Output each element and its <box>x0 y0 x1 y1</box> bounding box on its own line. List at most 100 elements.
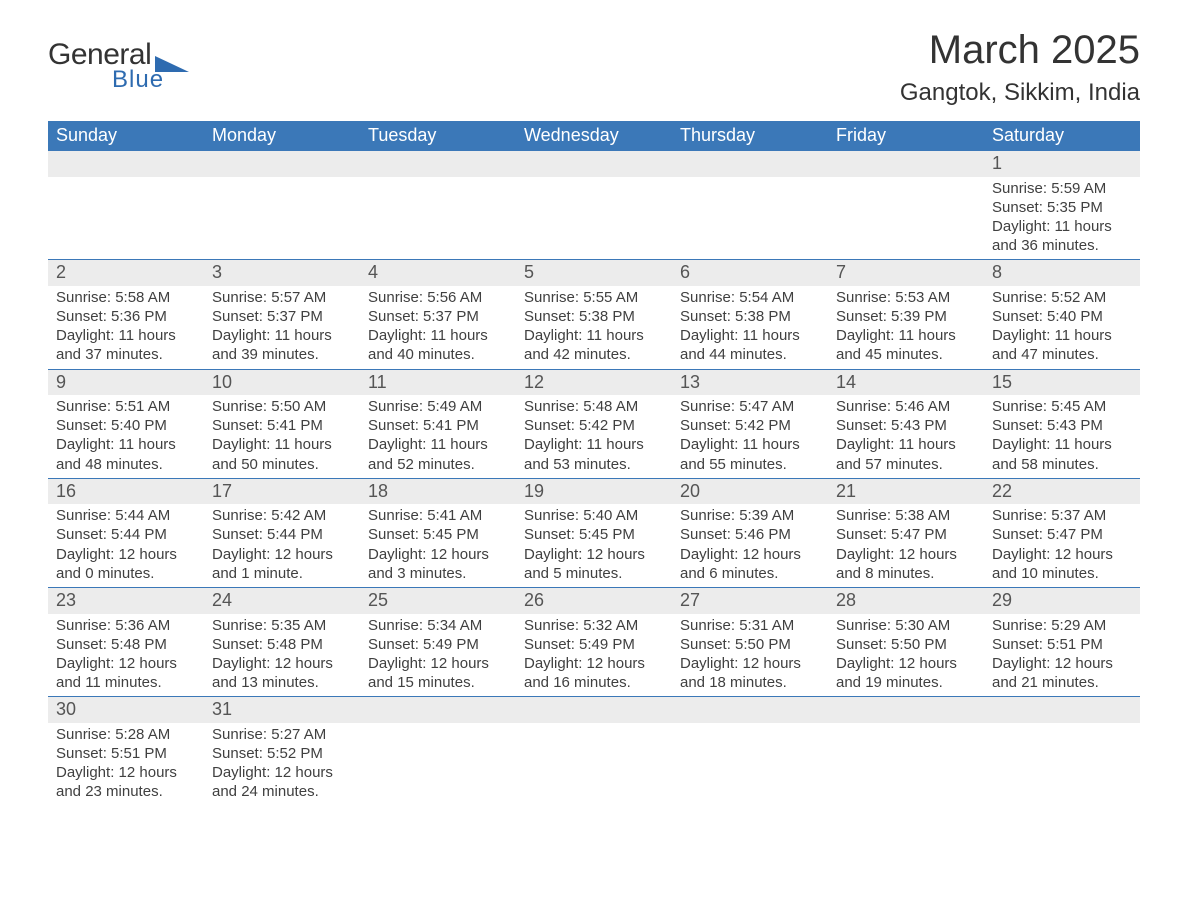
day-number-cell: 15 <box>984 369 1140 395</box>
daylight-line1: Daylight: 11 hours <box>992 217 1132 236</box>
title-block: March 2025 Gangtok, Sikkim, India <box>900 28 1140 107</box>
day-header: Saturday <box>984 121 1140 151</box>
header: General Blue March 2025 Gangtok, Sikkim,… <box>48 28 1140 107</box>
daylight-line1: Daylight: 11 hours <box>56 326 196 345</box>
day-number-cell <box>48 151 204 177</box>
daylight-line1: Daylight: 12 hours <box>212 763 352 782</box>
daylight-line1: Daylight: 12 hours <box>524 654 664 673</box>
day-number-cell: 30 <box>48 697 204 723</box>
daylight-line1: Daylight: 11 hours <box>368 326 508 345</box>
day-content-cell: Sunrise: 5:49 AMSunset: 5:41 PMDaylight:… <box>360 395 516 478</box>
day-number-cell: 29 <box>984 588 1140 614</box>
day-content-cell <box>828 177 984 260</box>
sunrise-text: Sunrise: 5:38 AM <box>836 506 976 525</box>
daylight-line1: Daylight: 12 hours <box>212 654 352 673</box>
sunset-text: Sunset: 5:51 PM <box>56 744 196 763</box>
day-number-cell <box>672 697 828 723</box>
sunrise-text: Sunrise: 5:42 AM <box>212 506 352 525</box>
day-header: Sunday <box>48 121 204 151</box>
day-number-cell: 8 <box>984 260 1140 286</box>
sunrise-text: Sunrise: 5:44 AM <box>56 506 196 525</box>
day-number-cell: 18 <box>360 478 516 504</box>
day-number-cell: 31 <box>204 697 360 723</box>
day-content-cell: Sunrise: 5:47 AMSunset: 5:42 PMDaylight:… <box>672 395 828 478</box>
daylight-line1: Daylight: 12 hours <box>680 545 820 564</box>
content-row: Sunrise: 5:58 AMSunset: 5:36 PMDaylight:… <box>48 286 1140 369</box>
day-number-cell: 20 <box>672 478 828 504</box>
sunrise-text: Sunrise: 5:37 AM <box>992 506 1132 525</box>
daylight-line2: and 19 minutes. <box>836 673 976 692</box>
sunset-text: Sunset: 5:36 PM <box>56 307 196 326</box>
daylight-line2: and 52 minutes. <box>368 455 508 474</box>
day-number-cell: 11 <box>360 369 516 395</box>
daylight-line2: and 48 minutes. <box>56 455 196 474</box>
daylight-line1: Daylight: 11 hours <box>524 326 664 345</box>
day-content-cell: Sunrise: 5:50 AMSunset: 5:41 PMDaylight:… <box>204 395 360 478</box>
day-number-cell: 2 <box>48 260 204 286</box>
sunset-text: Sunset: 5:50 PM <box>680 635 820 654</box>
day-content-cell: Sunrise: 5:38 AMSunset: 5:47 PMDaylight:… <box>828 504 984 587</box>
daylight-line1: Daylight: 11 hours <box>524 435 664 454</box>
day-content-cell: Sunrise: 5:58 AMSunset: 5:36 PMDaylight:… <box>48 286 204 369</box>
daylight-line1: Daylight: 12 hours <box>836 654 976 673</box>
calendar-table: Sunday Monday Tuesday Wednesday Thursday… <box>48 121 1140 806</box>
daynum-row: 23242526272829 <box>48 588 1140 614</box>
daylight-line2: and 5 minutes. <box>524 564 664 583</box>
day-content-cell: Sunrise: 5:46 AMSunset: 5:43 PMDaylight:… <box>828 395 984 478</box>
day-number-cell <box>516 151 672 177</box>
day-content-cell <box>516 723 672 806</box>
daylight-line2: and 11 minutes. <box>56 673 196 692</box>
day-number-cell: 9 <box>48 369 204 395</box>
sunrise-text: Sunrise: 5:41 AM <box>368 506 508 525</box>
daylight-line2: and 57 minutes. <box>836 455 976 474</box>
sunset-text: Sunset: 5:51 PM <box>992 635 1132 654</box>
sunrise-text: Sunrise: 5:31 AM <box>680 616 820 635</box>
day-content-cell: Sunrise: 5:56 AMSunset: 5:37 PMDaylight:… <box>360 286 516 369</box>
sunset-text: Sunset: 5:45 PM <box>368 525 508 544</box>
day-content-cell: Sunrise: 5:31 AMSunset: 5:50 PMDaylight:… <box>672 614 828 697</box>
daylight-line1: Daylight: 11 hours <box>368 435 508 454</box>
sunrise-text: Sunrise: 5:52 AM <box>992 288 1132 307</box>
day-content-cell: Sunrise: 5:29 AMSunset: 5:51 PMDaylight:… <box>984 614 1140 697</box>
day-number-cell: 28 <box>828 588 984 614</box>
brand-logo: General Blue <box>48 38 189 94</box>
daylight-line2: and 21 minutes. <box>992 673 1132 692</box>
sunrise-text: Sunrise: 5:51 AM <box>56 397 196 416</box>
day-number-cell: 5 <box>516 260 672 286</box>
sunrise-text: Sunrise: 5:53 AM <box>836 288 976 307</box>
sunrise-text: Sunrise: 5:30 AM <box>836 616 976 635</box>
sunset-text: Sunset: 5:38 PM <box>680 307 820 326</box>
day-number-cell <box>360 151 516 177</box>
sunset-text: Sunset: 5:42 PM <box>524 416 664 435</box>
day-content-cell: Sunrise: 5:42 AMSunset: 5:44 PMDaylight:… <box>204 504 360 587</box>
sunset-text: Sunset: 5:48 PM <box>212 635 352 654</box>
sunrise-text: Sunrise: 5:27 AM <box>212 725 352 744</box>
day-content-cell: Sunrise: 5:55 AMSunset: 5:38 PMDaylight:… <box>516 286 672 369</box>
day-number-cell <box>360 697 516 723</box>
daylight-line2: and 39 minutes. <box>212 345 352 364</box>
daylight-line2: and 0 minutes. <box>56 564 196 583</box>
day-number-cell: 1 <box>984 151 1140 177</box>
day-content-cell: Sunrise: 5:41 AMSunset: 5:45 PMDaylight:… <box>360 504 516 587</box>
day-number-cell <box>828 151 984 177</box>
day-number-cell: 7 <box>828 260 984 286</box>
sunrise-text: Sunrise: 5:39 AM <box>680 506 820 525</box>
daylight-line2: and 15 minutes. <box>368 673 508 692</box>
sunrise-text: Sunrise: 5:45 AM <box>992 397 1132 416</box>
sunrise-text: Sunrise: 5:50 AM <box>212 397 352 416</box>
day-number-cell: 24 <box>204 588 360 614</box>
daylight-line1: Daylight: 11 hours <box>680 326 820 345</box>
day-content-cell: Sunrise: 5:52 AMSunset: 5:40 PMDaylight:… <box>984 286 1140 369</box>
sunrise-text: Sunrise: 5:34 AM <box>368 616 508 635</box>
daylight-line2: and 55 minutes. <box>680 455 820 474</box>
daylight-line2: and 40 minutes. <box>368 345 508 364</box>
daylight-line1: Daylight: 11 hours <box>680 435 820 454</box>
day-content-cell: Sunrise: 5:40 AMSunset: 5:45 PMDaylight:… <box>516 504 672 587</box>
sunset-text: Sunset: 5:43 PM <box>992 416 1132 435</box>
day-number-cell: 4 <box>360 260 516 286</box>
sunset-text: Sunset: 5:37 PM <box>212 307 352 326</box>
day-number-cell: 23 <box>48 588 204 614</box>
day-number-cell <box>516 697 672 723</box>
day-number-cell: 16 <box>48 478 204 504</box>
sunrise-text: Sunrise: 5:56 AM <box>368 288 508 307</box>
